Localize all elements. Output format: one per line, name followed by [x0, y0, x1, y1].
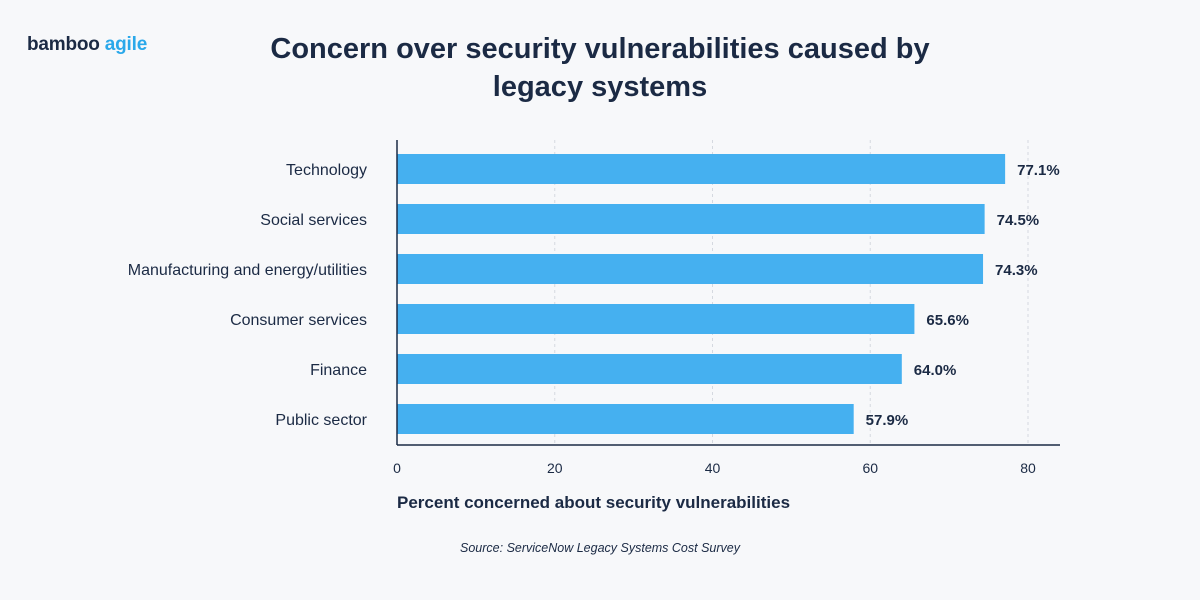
source-note: Source: ServiceNow Legacy Systems Cost S… — [460, 541, 740, 555]
logo-text-agile: agile — [104, 34, 148, 55]
brand-logo: bamboo agile — [27, 34, 147, 56]
x-axis-title: Percent concerned about security vulnera… — [397, 493, 790, 512]
grid-lines — [554, 140, 1029, 445]
category-label: Finance — [310, 362, 367, 379]
x-tick-label: 20 — [547, 460, 563, 476]
labels: 0 20 40 60 80 Technology 77.1% Social services 7… — [128, 162, 1060, 476]
x-tick-label: 40 — [705, 460, 721, 476]
category-label: Manufacturing and energy/utilities — [128, 262, 367, 279]
logo-text-bamboo: bamboo — [27, 34, 100, 55]
category-label: Public sector — [275, 412, 367, 429]
bar — [397, 254, 984, 284]
value-label: 64.0% — [914, 362, 957, 379]
value-label: 74.5% — [997, 212, 1040, 229]
category-label: Consumer services — [230, 312, 367, 329]
x-tick-label: 80 — [1020, 460, 1036, 476]
x-tick-label: 60 — [862, 460, 878, 476]
bar — [397, 354, 902, 384]
category-label: Social services — [260, 212, 367, 229]
bar — [397, 404, 854, 434]
bars — [397, 154, 1006, 434]
value-label: 77.1% — [1017, 162, 1060, 179]
axes — [396, 140, 1060, 446]
x-tick-label: 0 — [393, 460, 401, 476]
bar — [397, 154, 1006, 184]
value-label: 65.6% — [926, 312, 969, 329]
category-label: Technology — [286, 162, 367, 179]
chart-title: Concern over security vulnerabilities ca… — [270, 33, 930, 103]
bar — [397, 304, 915, 334]
value-label: 74.3% — [995, 262, 1038, 279]
bar — [397, 204, 985, 234]
value-label: 57.9% — [866, 412, 909, 429]
